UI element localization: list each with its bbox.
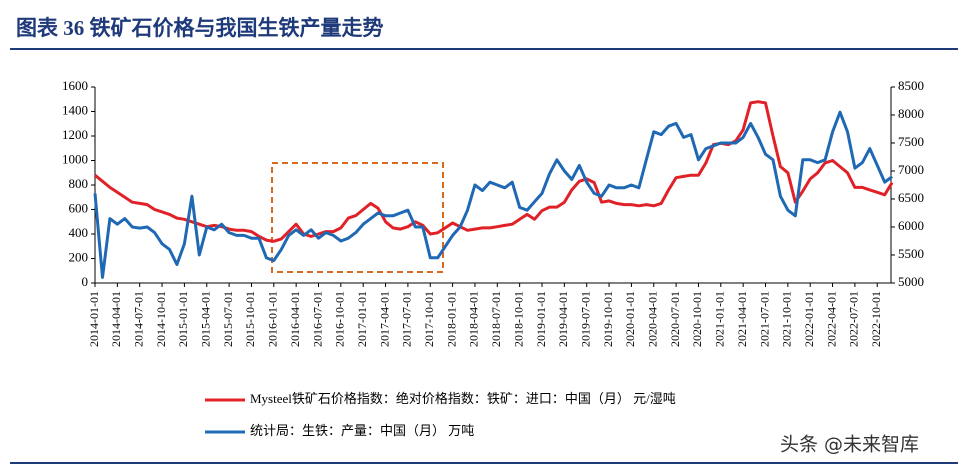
y2-tick-label: 7000 [898, 162, 924, 177]
x-tick-label: 2020-10-01 [690, 291, 704, 347]
y2-tick-label: 6000 [898, 218, 924, 233]
x-tick-label: 2021-01-01 [713, 291, 727, 347]
highlight-box [271, 162, 444, 273]
x-tick-label: 2018-01-01 [444, 291, 458, 347]
watermark: 头条 @未来智库 [780, 434, 919, 456]
x-tick-label: 2018-04-01 [467, 291, 481, 347]
y-tick-label: 200 [69, 249, 89, 264]
x-tick-label: 2022-01-01 [802, 291, 816, 347]
x-tick-label: 2020-01-01 [623, 291, 637, 347]
y-tick-label: 0 [82, 274, 89, 289]
legend-label: Mysteel铁矿石价格指数：绝对价格指数：铁矿：进口：中国（月） 元/湿吨 [250, 391, 676, 406]
y2-tick-label: 5000 [898, 274, 924, 289]
y2-tick-label: 8500 [898, 78, 924, 93]
y2-tick-label: 8000 [898, 106, 924, 121]
x-tick-label: 2018-10-01 [511, 291, 525, 347]
x-tick-label: 2017-10-01 [422, 291, 436, 347]
y-tick-label: 600 [69, 200, 89, 215]
x-tick-label: 2016-04-01 [288, 291, 302, 347]
x-tick-label: 2022-04-01 [824, 291, 838, 347]
x-tick-label: 2021-04-01 [735, 291, 749, 347]
x-tick-label: 2018-07-01 [489, 291, 503, 347]
x-tick-label: 2019-01-01 [534, 291, 548, 347]
x-tick-label: 2022-10-01 [869, 291, 883, 347]
x-tick-label: 2016-01-01 [266, 291, 280, 347]
y-tick-label: 1600 [62, 78, 88, 93]
x-tick-label: 2015-07-01 [221, 291, 235, 347]
y-tick-label: 1000 [62, 151, 88, 166]
series-line [93, 110, 894, 279]
x-tick-label: 2015-10-01 [243, 291, 257, 347]
x-tick-label: 2020-04-01 [646, 291, 660, 347]
x-tick-label: 2022-07-01 [847, 291, 861, 347]
series-line [94, 100, 894, 243]
x-tick-label: 2017-07-01 [400, 291, 414, 347]
x-tick-label: 2021-10-01 [780, 291, 794, 347]
y2-tick-label: 6500 [898, 190, 924, 205]
x-tick-label: 2014-10-01 [154, 291, 168, 347]
x-tick-label: 2014-01-01 [87, 291, 101, 347]
x-tick-label: 2017-04-01 [377, 291, 391, 347]
chart-title: 图表 36 铁矿石价格与我国生铁产量走势 [16, 16, 384, 40]
x-tick-label: 2019-10-01 [601, 291, 615, 347]
x-tick-label: 2015-04-01 [199, 291, 213, 347]
y2-tick-label: 7500 [898, 134, 924, 149]
legend-label: 统计局：生铁：产量：中国（月） 万吨 [250, 423, 474, 438]
x-tick-label: 2019-07-01 [578, 291, 592, 347]
x-tick-label: 2016-07-01 [310, 291, 324, 347]
x-tick-label: 2016-10-01 [333, 291, 347, 347]
x-tick-label: 2019-04-01 [556, 291, 570, 347]
y-tick-label: 400 [69, 225, 89, 240]
y-tick-label: 1200 [62, 127, 88, 142]
y2-tick-label: 5500 [898, 246, 924, 261]
x-tick-label: 2021-07-01 [757, 291, 771, 347]
x-tick-label: 2020-07-01 [668, 291, 682, 347]
x-tick-label: 2014-04-01 [109, 291, 123, 347]
y-tick-label: 800 [69, 176, 89, 191]
x-tick-label: 2014-07-01 [131, 291, 145, 347]
y-tick-label: 1400 [62, 102, 88, 117]
x-tick-label: 2017-01-01 [355, 291, 369, 347]
x-tick-label: 2015-01-01 [176, 291, 190, 347]
